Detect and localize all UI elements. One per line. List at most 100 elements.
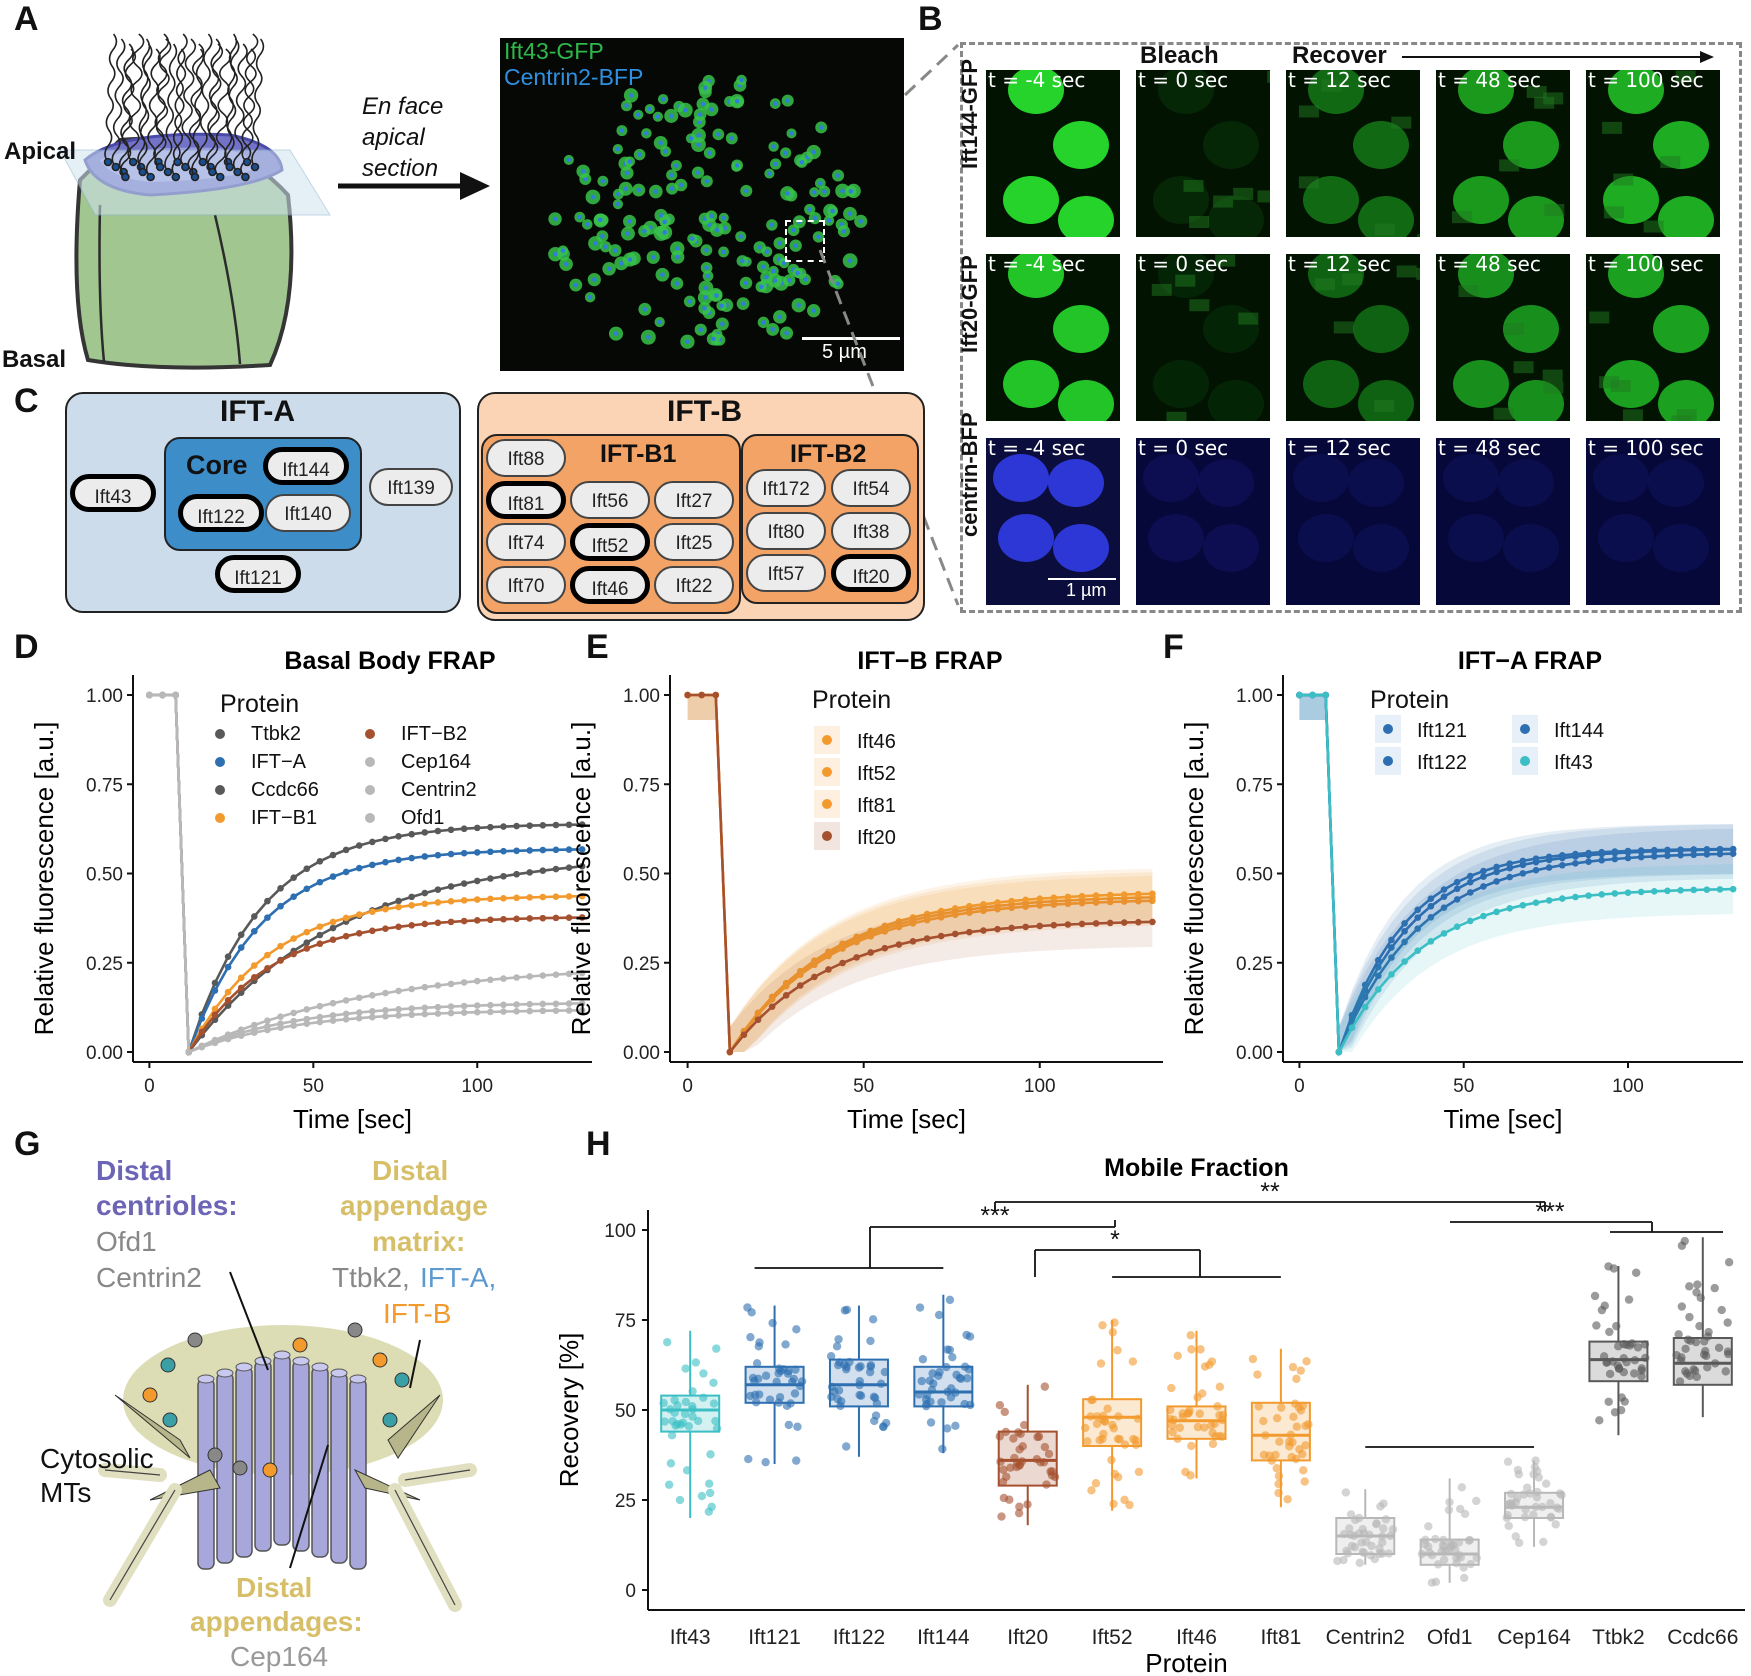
series-point [552, 893, 560, 901]
data-point [1609, 1264, 1619, 1273]
bfp-spot [619, 261, 624, 266]
ift-pill-ift81: Ift81 [486, 481, 566, 519]
data-point [781, 1340, 790, 1349]
series-point [1022, 923, 1029, 931]
series-point [1466, 889, 1474, 896]
scale-bar [802, 337, 900, 340]
series-point [224, 996, 232, 1004]
legend-title: Protein [220, 690, 299, 718]
microtubule-cap [330, 1368, 348, 1378]
series-point [1401, 927, 1408, 935]
background-noise [1504, 323, 1525, 336]
background-noise [1298, 105, 1319, 118]
series-point [526, 1000, 534, 1008]
data-point [1341, 1488, 1351, 1497]
series-point [237, 974, 245, 982]
appendages-label-2: appendages: [190, 1606, 363, 1637]
background-noise [1396, 265, 1417, 278]
series-point [224, 1035, 232, 1043]
series-point [342, 997, 350, 1004]
bfp-spot [734, 163, 740, 168]
data-point [1208, 1439, 1218, 1449]
data-point [1287, 1452, 1296, 1462]
ci-band [687, 695, 1153, 1052]
series-point [895, 923, 903, 931]
signal-blob [1603, 360, 1659, 408]
bfp-spot [577, 214, 583, 220]
leader-line [289, 1444, 329, 1569]
series-point [1064, 921, 1072, 928]
series-point [342, 868, 350, 876]
bfp-spot [811, 149, 817, 155]
data-point [1541, 1479, 1551, 1488]
data-point [711, 1416, 720, 1426]
bleach-label: Bleach [1140, 42, 1219, 69]
signal-blob [1053, 524, 1109, 572]
data-point [1457, 1483, 1467, 1492]
series-point [264, 914, 271, 921]
series-point [1440, 886, 1448, 893]
ift-pill-ift57: Ift57 [746, 554, 826, 592]
series-point [1611, 855, 1619, 863]
bfp-spot [560, 248, 566, 253]
data-point [775, 1393, 785, 1402]
box [1082, 1398, 1143, 1447]
series-point [1519, 870, 1527, 877]
series-point [1493, 908, 1500, 916]
distal-appendage [114, 1394, 191, 1459]
series-point [1677, 846, 1684, 853]
cilium [111, 38, 126, 168]
data-point [1196, 1345, 1205, 1354]
series-point [369, 838, 376, 846]
significance-label: ** [1260, 1178, 1280, 1206]
x-tick-label: Cep164 [1497, 1626, 1571, 1649]
data-point [1296, 1366, 1305, 1375]
series-point [355, 864, 363, 872]
cilium [232, 43, 248, 173]
ci-band [687, 695, 1153, 1052]
series-point [290, 950, 297, 958]
bfp-spot [848, 188, 854, 194]
ci-band [1299, 695, 1734, 1052]
series-point [1322, 691, 1330, 699]
bfp-spot [600, 178, 606, 184]
distal-centrioles-label-1: Distal [96, 1155, 173, 1186]
series-point [578, 1007, 586, 1014]
bfp-spot [812, 189, 817, 195]
series-point [526, 915, 534, 922]
series-point [526, 822, 534, 829]
data-point [1091, 1479, 1101, 1488]
ift-pill-ift25: Ift25 [654, 523, 734, 561]
legend-label: IFT−B2 [401, 723, 467, 745]
series-point [526, 1007, 534, 1015]
frap-image-tile: t = 100 sec [1586, 70, 1720, 237]
ift-pill-ift56: Ift56 [570, 481, 650, 519]
series-point [1637, 888, 1645, 896]
series-point [395, 923, 402, 931]
chart-title: Basal Body FRAP [284, 647, 495, 675]
ift-pill-ift38: Ift38 [831, 512, 911, 550]
series-point [329, 936, 337, 943]
leader-line [409, 1339, 421, 1389]
bfp-spot [704, 247, 709, 253]
series-point [825, 966, 832, 973]
en-face-label-2: apical [362, 124, 425, 151]
data-point [1187, 1345, 1196, 1354]
series-point [565, 821, 573, 829]
data-point [783, 1369, 793, 1378]
data-point [684, 1422, 694, 1431]
frap-time-label: t = 100 sec [1588, 438, 1704, 460]
series-point [1388, 954, 1395, 961]
bfp-spot [678, 182, 684, 188]
series-point [853, 954, 860, 961]
series-point [578, 914, 586, 921]
series-point [1401, 938, 1408, 946]
basal-body-dot [242, 157, 252, 167]
series-point [500, 915, 507, 923]
bfp-spot [789, 131, 794, 136]
cilium [171, 48, 186, 178]
data-point [1034, 1432, 1044, 1441]
background-noise [1213, 195, 1234, 208]
cilium [138, 43, 153, 173]
series-point [1558, 895, 1566, 902]
